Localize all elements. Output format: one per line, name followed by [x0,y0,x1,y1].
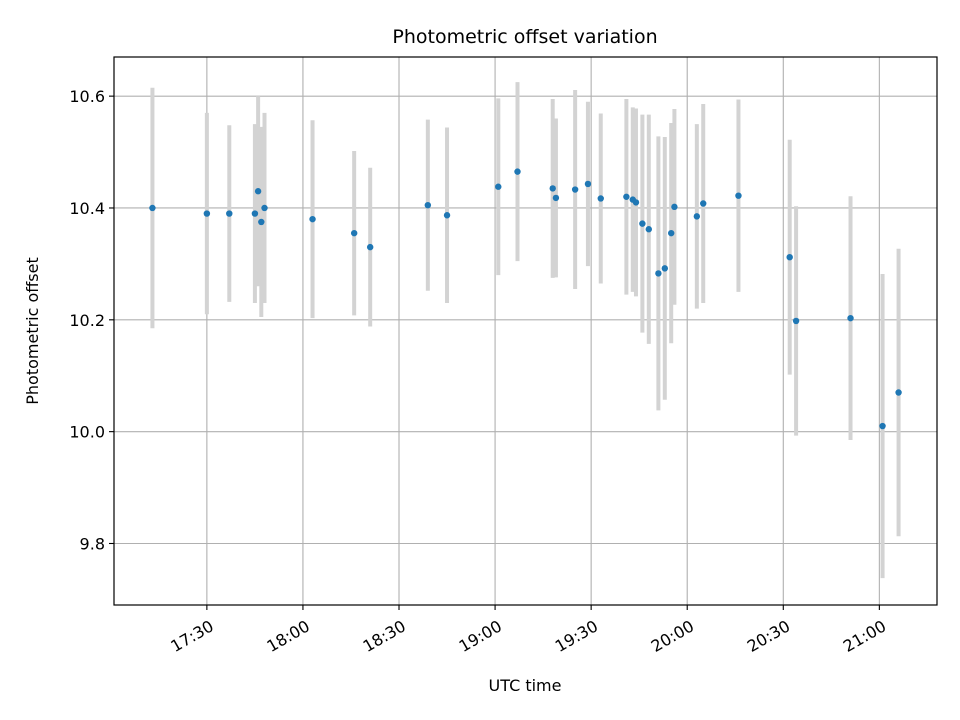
y-tick-label: 9.8 [80,534,105,553]
data-point [495,183,502,190]
data-point [549,185,556,192]
data-point [597,195,604,202]
data-point [792,317,800,325]
data-point [700,200,707,207]
y-tick-label: 10.4 [69,199,105,218]
data-point [786,253,793,261]
y-axis-label: Photometric offset [23,257,42,405]
data-point [671,203,678,211]
data-point [735,192,742,199]
y-tick-label: 10.6 [69,87,105,106]
data-point [309,215,316,223]
data-point [655,270,662,277]
data-point [571,186,579,193]
chart-title: Photometric offset variation [392,26,657,48]
data-point [424,201,432,209]
plot-frame [113,56,938,606]
data-point [261,204,268,212]
data-point [254,188,262,195]
data-point [366,243,374,251]
data-point [443,212,451,219]
data-point [514,168,521,175]
data-point [639,220,646,227]
data-point [661,265,669,272]
data-point [623,193,630,200]
grid-lines [114,57,937,605]
data-point [693,213,701,220]
y-tick-label: 10.2 [69,311,105,330]
x-axis-label: UTC time [489,676,562,695]
data-point [203,210,211,217]
data-point [668,229,675,237]
y-tick-label: 10.0 [69,423,105,442]
data-point [258,218,265,226]
data-point [552,194,560,202]
data-point [350,229,358,237]
data-point [226,210,233,217]
data-point [632,199,640,206]
data-point [645,226,652,233]
data-point [895,389,902,396]
data-point [584,180,592,188]
data-point [251,210,259,217]
data-point [879,422,886,430]
data-point [847,314,854,322]
data-points [149,168,902,430]
y-axis-ticks: 9.8 10.0 10.2 10.4 10.6 [69,87,114,553]
data-point [149,204,156,212]
